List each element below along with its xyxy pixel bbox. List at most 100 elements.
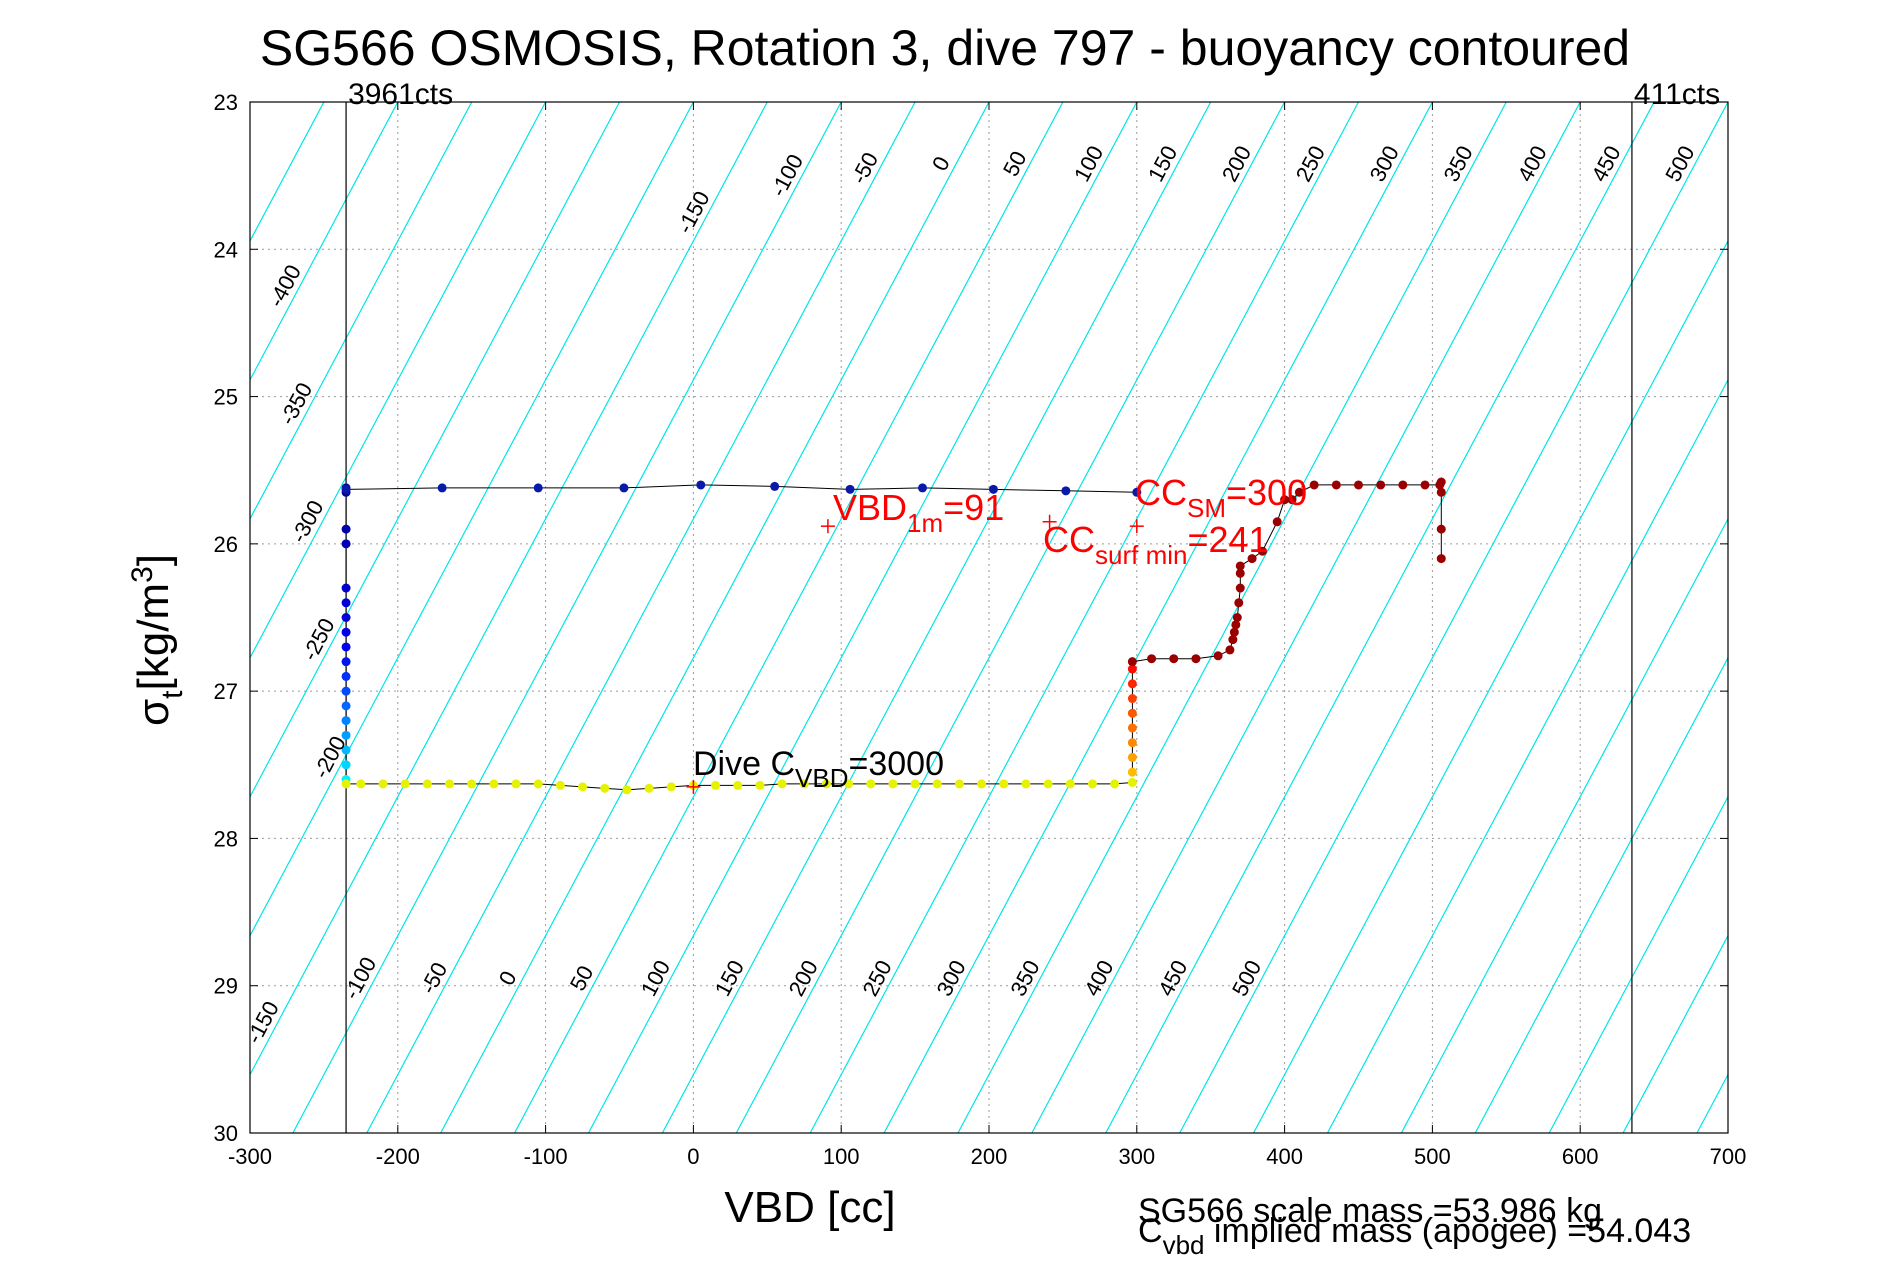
- x-tick-label: 400: [1266, 1144, 1303, 1169]
- climb-point: [1436, 487, 1446, 497]
- dive-point: [341, 613, 351, 622]
- climb-point: [1225, 645, 1235, 655]
- climb-point: [1127, 679, 1137, 689]
- x-axis-ticks: -300 -200 -100 0 100 200 300 400 500 600 700: [228, 102, 1746, 1169]
- surface-point: [770, 481, 780, 491]
- apogee-point: [1087, 779, 1097, 789]
- contour-label-bottom: 50: [565, 961, 599, 994]
- contour-line: [514, 102, 1064, 1133]
- apogee-point: [1043, 779, 1053, 789]
- apogee-point: [600, 783, 610, 793]
- dive-point: [341, 701, 351, 711]
- vbd-1m-main: VBD: [833, 487, 907, 528]
- climb-point: [1354, 480, 1363, 490]
- y-axis-label-close: ]: [129, 554, 178, 566]
- climb-point: [1127, 723, 1137, 733]
- climb-point: [1127, 752, 1137, 762]
- apogee-point: [888, 779, 898, 789]
- contour-label-bottom: -50: [415, 958, 452, 998]
- surface-point: [341, 484, 351, 494]
- apogee-point: [533, 779, 543, 789]
- surface-track-line: [346, 484, 1137, 493]
- contour-label-bottom: 200: [784, 956, 823, 1000]
- dive-point: [341, 671, 351, 681]
- counts-right-label: 411cts: [1634, 78, 1720, 111]
- apogee-point: [511, 779, 521, 789]
- apogee-point: [821, 779, 831, 789]
- x-tick-label: -300: [228, 1144, 272, 1169]
- apogee-point: [1110, 779, 1120, 789]
- climb-point: [1127, 738, 1137, 748]
- contour-line: [1400, 517, 1728, 1133]
- y-tick-label: 24: [214, 237, 238, 262]
- contour-label-bottom: 300: [931, 956, 970, 1000]
- contour-line: [1548, 795, 1728, 1133]
- contour-line: [250, 102, 768, 1076]
- contour-line: [250, 102, 473, 521]
- climb-point: [1127, 694, 1137, 704]
- contour-line: [957, 102, 1507, 1133]
- y-axis-ticks: 23 24 25 26 27 28 29 30: [214, 90, 1728, 1146]
- x-tick-label: 100: [823, 1144, 860, 1169]
- apogee-point: [999, 779, 1009, 789]
- dive-point: [341, 642, 351, 652]
- dive-point: [341, 598, 351, 608]
- apogee-point: [578, 782, 588, 792]
- climb-point: [1235, 583, 1245, 593]
- buoyancy-contours: [250, 102, 1891, 1133]
- c-vbd-main: Dive C: [693, 745, 795, 783]
- contour-label-bottom: 400: [1079, 956, 1118, 1000]
- contour-label-top: 450: [1586, 142, 1625, 186]
- dive-point: [341, 760, 351, 770]
- chart-title: SG566 OSMOSIS, Rotation 3, dive 797 - bu…: [260, 20, 1630, 76]
- x-tick-label: 700: [1710, 1144, 1747, 1169]
- dive-point: [341, 745, 351, 755]
- y-tick-label: 30: [214, 1121, 238, 1146]
- climb-point: [1235, 568, 1245, 578]
- contour-label-top: 400: [1512, 142, 1551, 186]
- climb-point: [1398, 480, 1408, 490]
- apogee-point: [666, 782, 676, 792]
- contour-line: [1622, 934, 1728, 1133]
- apogee-point: [777, 779, 787, 789]
- climb-point: [1169, 654, 1179, 664]
- contour-line: [250, 102, 694, 937]
- contour-label-top: 100: [1069, 142, 1108, 186]
- contour-line: [1326, 378, 1728, 1133]
- contour-line: [735, 102, 1286, 1133]
- climb-point: [1232, 613, 1242, 622]
- dive-point: [341, 539, 351, 549]
- apogee-point: [467, 779, 477, 789]
- apogee-point: [555, 780, 565, 790]
- grid: [250, 102, 1728, 1133]
- implied-mass-sub: vbd: [1163, 1230, 1205, 1260]
- apogee-point: [954, 779, 964, 789]
- c-vbd-value: =3000: [849, 745, 945, 783]
- contour-label-bottom: 500: [1227, 956, 1266, 1000]
- apogee-point: [932, 779, 942, 789]
- apogee-point: [422, 779, 432, 789]
- climb-point: [1309, 480, 1319, 490]
- climb-point: [1147, 654, 1157, 664]
- surface-point: [988, 484, 998, 494]
- c-vbd-sub: VBD: [795, 763, 848, 793]
- y-tick-label: 23: [214, 90, 238, 115]
- x-tick-label: 500: [1414, 1144, 1451, 1169]
- contour-line: [250, 102, 399, 382]
- climb-point: [1229, 627, 1239, 637]
- contour-line: [250, 102, 251, 104]
- contour-line: [1696, 1073, 1728, 1133]
- contour-label-top: 500: [1660, 142, 1699, 186]
- contour-line: [661, 102, 1212, 1133]
- y-tick-label: 25: [214, 385, 238, 410]
- contour-label-top: 150: [1143, 142, 1182, 186]
- x-tick-label: -200: [376, 1144, 420, 1169]
- climb-point: [1127, 767, 1137, 777]
- y-axis-label-sub: t: [156, 690, 189, 699]
- implied-mass-text: implied mass (apogee) =54.043: [1204, 1212, 1691, 1250]
- climb-point: [1234, 598, 1244, 608]
- vbd-1m-value: =91: [943, 487, 1004, 528]
- contour-line: [809, 102, 1360, 1133]
- contour-line: [1845, 102, 1891, 1133]
- climb-point: [1376, 480, 1386, 490]
